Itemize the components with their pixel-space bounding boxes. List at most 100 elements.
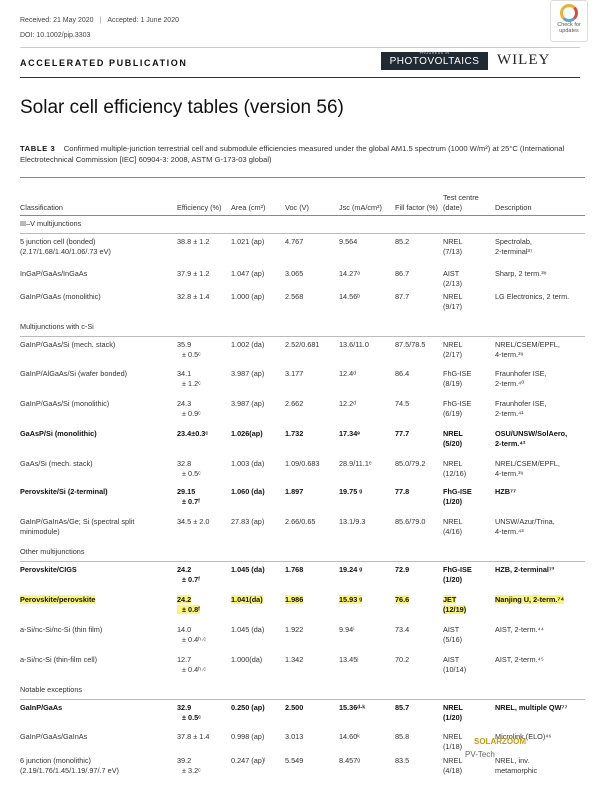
cell-voc-line1: 3.065 [285,269,303,278]
col-header-test-centre: Test centre (date) [443,178,495,216]
cell-fill-factor-line1: 77.7 [395,429,409,438]
cell-efficiency: 24.2± 0.7ᶠ [177,562,231,592]
cell-efficiency-line1: 34.1 [177,369,191,378]
cell-area-line1: 0.250 (ap) [231,703,265,712]
publisher-logo[interactable]: WILEY [497,52,550,69]
cell-description-line1: Fraunhofer ISE, [495,399,547,408]
cell-voc-line1: 1.922 [285,625,303,634]
cell-area-line1: 1.000(da) [231,655,262,664]
cell-efficiency: 32.8 ± 1.4 [177,289,231,319]
cell-area: 3.987 (ap) [231,396,285,426]
cell-classification-line1: a-Si/nc-Si/nc-Si (thin film) [20,625,102,634]
cell-fill-factor: 74.5 [395,396,443,426]
cell-classification: 5 junction cell (bonded)(2.17/1.68/1.40/… [20,234,177,266]
journal-logo[interactable]: PROGRESS IN PHOTOVOLTAICS [381,52,488,70]
cell-test-centre-line2: (2/17) [443,350,462,359]
cell-efficiency-line1: 29.15 [177,487,195,496]
cell-classification: GaAs/Si (mech. stack) [20,456,177,484]
cell-classification: GaInP/AlGaAs/Si (wafer bonded) [20,366,177,396]
cell-area-content: 27.83 (ap) [231,517,264,526]
cell-classification-content: a-Si/nc-Si (thin-film cell) [20,655,97,664]
cell-test-centre-content: AIST(10/14) [443,655,466,674]
cell-test-centre-content: NREL(5/20) [443,429,463,448]
cell-test-centre: AIST(2/13) [443,266,495,289]
cell-test-centre-content: FhG-ISE(6/19) [443,399,471,418]
doi[interactable]: DOI: 10.1002/pip.3303 [20,32,90,39]
cell-efficiency-content: 35.9± 0.5ᶜ [177,340,201,359]
cell-efficiency-line2: ± 0.5ᶜ [177,469,201,478]
cell-area: 27.83 (ap) [231,514,285,544]
cell-efficiency-content: 39.2± 3.2ᶜ [177,756,201,775]
cell-classification-line1: GaInP/GaAs/Si (monolithic) [20,399,109,408]
cell-jsc-content: 13.45ʲ [339,655,358,664]
cell-jsc: 19.75 ᵍ [339,484,395,514]
cell-description-content: NREL, multiple QW⁷⁷ [495,703,568,712]
cell-jsc-content: 17.34ᵉ [339,429,360,438]
section-label: ACCELERATED PUBLICATION [20,58,187,68]
cell-description-content: NREL, inv.metamorphic [495,756,537,775]
cell-test-centre-content: NREL(4/16) [443,517,462,536]
cell-efficiency: 24.3± 0.9ᶜ [177,396,231,426]
cell-efficiency-line2: ± 0.4ʰ·ᶜ [177,665,206,674]
cell-voc-content: 1.09/0.683 [285,459,320,468]
table-caption: TABLE 3 Confirmed multiple-junction terr… [20,143,585,165]
cell-area-line1: 1.041(da) [231,595,263,604]
cell-area-content: 3.987 (ap) [231,399,264,408]
cell-area-line1: 1.003 (da) [231,459,264,468]
cell-description-line2: metamorphic [495,766,537,775]
cell-fill-factor-content: 85.8 [395,732,409,741]
cell-test-centre-line2: (5/16) [443,635,462,644]
cell-area-content: 3.987 (ap) [231,369,264,378]
cell-test-centre-content: FhG-ISE(8/19) [443,369,471,388]
cell-description-line1: NREL/CSEM/EPFL, [495,340,560,349]
cell-fill-factor-content: 86.7 [395,269,409,278]
check-for-updates-badge[interactable]: Check for updates [550,0,588,42]
cell-test-centre-line2: (10/14) [443,665,466,674]
cell-efficiency: 24.2± 0.8ᶠ [177,592,231,622]
cell-description-line1: Fraunhofer ISE, [495,369,547,378]
cell-efficiency-line2: ± 0.7ᶠ [177,497,200,506]
table-caption-text: Confirmed multiple-junction terrestrial … [20,144,564,164]
cell-description-line1: UNSW/Azur/Trina, [495,517,555,526]
cell-fill-factor-content: 87.7 [395,292,409,301]
cell-area-content: 1.026(ap) [231,429,263,438]
cell-voc-content: 2.52/0.681 [285,340,320,349]
cell-voc: 2.662 [285,396,339,426]
cell-efficiency-content: 34.5 ± 2.0 [177,517,209,526]
cell-description: Sharp, 2 term.³⁸ [495,266,585,289]
cell-voc: 1.09/0.683 [285,456,339,484]
cell-test-centre-line2: (12/16) [443,469,466,478]
cell-description-content: HZB, 2-terminal⁷³ [495,565,554,574]
cell-fill-factor-line1: 85.8 [395,732,409,741]
cell-efficiency-line2: ± 0.5ᶜ [177,713,201,722]
cell-efficiency-line2: ± 0.4ʰ·ᶜ [177,635,206,644]
cell-classification-line1: 6 junction (monolithic) [20,756,91,765]
cell-classification-line1: a-Si/nc-Si (thin-film cell) [20,655,97,664]
table-section-header: III–V multijunctions [20,216,585,234]
cell-fill-factor: 77.8 [395,484,443,514]
cell-description-content: AIST, 2-term.⁴⁴ [495,625,544,634]
journal-logo-text: PHOTOVOLTAICS [390,56,480,67]
divider [20,47,580,48]
accepted-date: Accepted: 1 June 2020 [107,17,179,24]
cell-voc-line1: 2.568 [285,292,303,301]
cell-jsc-line1: 13.45ʲ [339,655,358,664]
cell-voc: 5.549 [285,753,339,785]
cell-voc-line1: 3.013 [285,732,303,741]
cell-test-centre-line2: (8/19) [443,379,462,388]
cell-jsc-line1: 13.1/9.3 [339,517,365,526]
cell-voc-line1: 1.986 [285,595,303,604]
cell-area-content: 1.000(da) [231,655,262,664]
separator: | [100,17,102,24]
cell-jsc: 14.27ᵃ [339,266,395,289]
table-row: a-Si/nc-Si (thin-film cell) 12.7± 0.4ʰ·ᶜ 1… [20,652,585,682]
cell-fill-factor-content: 73.4 [395,625,409,634]
col-header-classification: Classification [20,178,177,216]
cell-description-line1: NREL/CSEM/EPFL, [495,459,560,468]
cell-efficiency-line1: 12.7 [177,655,191,664]
cell-description-line1: OSU/UNSW/SolAero, [495,429,567,438]
cell-classification-content: GaInP/GaAs/Si (mech. stack) [20,340,115,349]
